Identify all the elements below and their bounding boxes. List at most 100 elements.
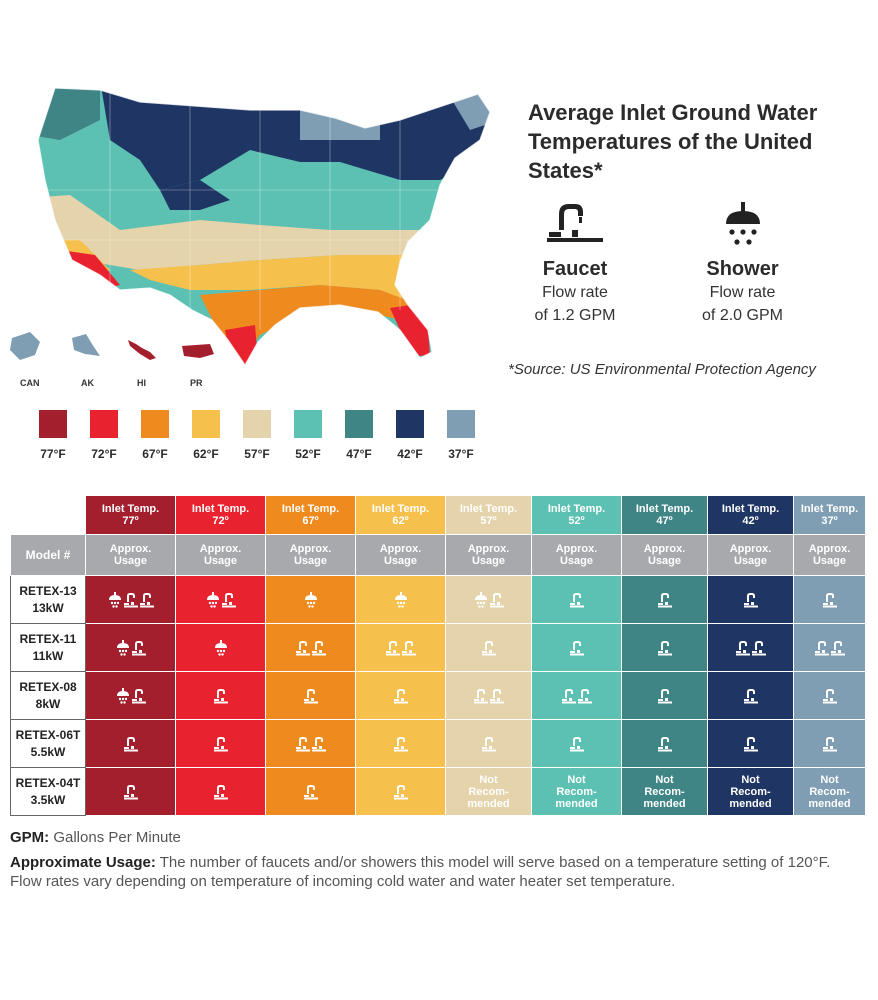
usage-cell: Not Recom-mended: [707, 767, 794, 816]
approx-usage-header: Approx. Usage: [531, 534, 622, 576]
inlet-temp-value: 72º: [212, 515, 229, 527]
chart-title: Average Inlet Ground Water Temperatures …: [528, 100, 818, 183]
territory-label-hi: HI: [137, 378, 146, 388]
usage-label: Usage: [647, 555, 682, 567]
legend-label: 62°F: [193, 447, 219, 461]
not-recommended-text: Not: [567, 773, 586, 786]
usage-header-row: Model # Approx. Usage Approx. Usage Approx. Us…: [10, 534, 866, 576]
usage-cell: [793, 719, 866, 768]
inlet-temp-label: Inlet Temp.: [101, 503, 160, 515]
usage-cell: [621, 719, 708, 768]
usage-cell: [707, 575, 794, 624]
inlet-temp-label: Inlet Temp.: [800, 503, 859, 515]
legend-label: 77°F: [40, 447, 66, 461]
approx-usage-header: Approx. Usage: [793, 534, 866, 576]
usage-cell: [531, 623, 622, 672]
inlet-temp-header: Inlet Temp. 57º: [445, 495, 532, 535]
faucet-icon: [657, 640, 672, 655]
inlet-temp-label: Inlet Temp.: [547, 503, 606, 515]
usage-cell: [531, 719, 622, 768]
not-recommended-text: Not: [655, 773, 674, 786]
faucet-icon: [743, 592, 758, 607]
legend-item: 67°F: [126, 410, 184, 461]
faucet-icon: [213, 688, 228, 703]
inlet-temp-value: 77º: [122, 515, 139, 527]
usage-label: Approximate Usage:: [10, 854, 156, 871]
usage-cell: [175, 719, 266, 768]
faucet-icon: [822, 736, 837, 751]
not-recommended-text: Recom-: [809, 785, 850, 798]
model-kw: 5.5kW: [30, 744, 66, 759]
legend-swatch: [396, 410, 424, 438]
usage-label: Usage: [293, 555, 328, 567]
legend-item: 77°F: [24, 410, 82, 461]
faucet-icon: [822, 592, 837, 607]
approx-usage-header: Approx. Usage: [621, 534, 708, 576]
faucet-icon: [743, 688, 758, 703]
usage-cell: [85, 767, 176, 816]
usage-cell: [445, 671, 532, 720]
not-recommended-text: mended: [467, 797, 510, 810]
faucet-icon: [822, 688, 837, 703]
usage-cell: [355, 575, 446, 624]
usage-cell: [793, 575, 866, 624]
model-name: RETEX-11: [19, 631, 77, 646]
table-row: RETEX-04T 3.5kW Not Recom-mended Not Recom-me…: [10, 767, 866, 816]
usage-label: Usage: [812, 555, 847, 567]
inlet-temp-value: 62º: [392, 515, 409, 527]
shower-icon: [304, 591, 317, 608]
usage-cell: [707, 671, 794, 720]
approx-label: Approx.: [808, 543, 851, 555]
shower-key: Shower Flow rate of 2.0 GPM: [685, 200, 800, 327]
faucet-icon: [213, 736, 228, 751]
usage-cell: [355, 623, 446, 672]
faucet-icon: [735, 640, 750, 655]
territory-label-ak: AK: [81, 378, 94, 388]
legend-label: 57°F: [244, 447, 270, 461]
usage-cell: Not Recom-mended: [531, 767, 622, 816]
faucet-icon: [561, 688, 576, 703]
faucet-icon: [743, 736, 758, 751]
legend-swatch: [90, 410, 118, 438]
legend-label: 37°F: [448, 447, 474, 461]
us-groundwater-temperature-map: [10, 87, 491, 367]
usage-text: The number of faucets and/or showers thi…: [10, 854, 831, 890]
approx-label: Approx.: [379, 543, 422, 555]
not-recommended-text: Not: [741, 773, 760, 786]
usage-table: Inlet Temp. 77º Inlet Temp. 72º Inlet Temp. 6…: [10, 495, 866, 816]
usage-cell: [621, 671, 708, 720]
legend-swatch: [447, 410, 475, 438]
usage-cell: [175, 575, 266, 624]
not-recommended-text: mended: [643, 797, 686, 810]
usage-cell: [265, 767, 356, 816]
usage-cell: [707, 719, 794, 768]
inlet-temp-value: 42º: [742, 515, 759, 527]
inlet-temp-value: 57º: [480, 515, 497, 527]
not-recommended-text: mended: [729, 797, 772, 810]
usage-cell: [265, 623, 356, 672]
inlet-temp-label: Inlet Temp.: [459, 503, 518, 515]
shower-name: Shower: [706, 258, 779, 280]
faucet-icon: [123, 736, 138, 751]
model-cell: RETEX-11 11kW: [10, 623, 86, 672]
inlet-temp-label: Inlet Temp.: [635, 503, 694, 515]
faucet-icon: [657, 688, 672, 703]
legend-swatch: [243, 410, 271, 438]
not-recommended-text: Recom-: [556, 785, 597, 798]
faucet-icon: [830, 640, 845, 655]
faucet-icon: [569, 736, 584, 751]
faucet-icon: [657, 736, 672, 751]
usage-cell: Not Recom-mended: [793, 767, 866, 816]
model-name: RETEX-08: [19, 679, 77, 694]
approx-usage-header: Approx. Usage: [175, 534, 266, 576]
model-kw: 3.5kW: [30, 792, 66, 807]
faucet-icon: [393, 736, 408, 751]
not-recommended-text: mended: [808, 797, 851, 810]
shower-rate-line1: Flow rate: [709, 284, 776, 301]
model-name: RETEX-06T: [15, 727, 81, 742]
faucet-icon: [577, 688, 592, 703]
faucet-icon: [401, 640, 416, 655]
usage-cell: [175, 671, 266, 720]
faucet-rate-line2: of 1.2 GPM: [534, 307, 616, 324]
usage-label: Usage: [203, 555, 238, 567]
